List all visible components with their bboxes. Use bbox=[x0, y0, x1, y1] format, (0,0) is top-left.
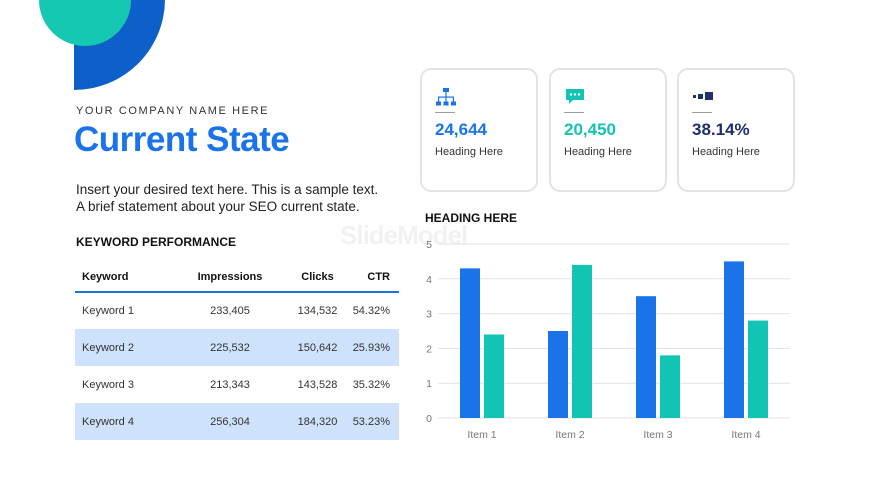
y-tick-label: 1 bbox=[426, 378, 432, 390]
table-cell: Keyword 2 bbox=[75, 329, 175, 366]
x-tick-label: Item 2 bbox=[555, 429, 584, 441]
bar bbox=[460, 268, 480, 418]
stat-value: 24,644 bbox=[435, 120, 487, 139]
y-tick-label: 0 bbox=[426, 413, 432, 425]
y-tick-label: 2 bbox=[426, 343, 432, 355]
table-cell: 54.32% bbox=[352, 305, 390, 317]
chat-bubble-icon bbox=[564, 87, 586, 107]
description-line: A brief statement about your SEO current… bbox=[76, 199, 360, 214]
table-row: Keyword 1 233,405 134,532 54.32% bbox=[75, 292, 399, 329]
bar bbox=[724, 261, 744, 418]
x-tick-label: Item 4 bbox=[731, 429, 760, 441]
bar bbox=[660, 355, 680, 418]
divider bbox=[692, 112, 712, 113]
y-tick-label: 5 bbox=[426, 239, 432, 251]
stat-card: 20,450 Heading Here bbox=[549, 68, 667, 192]
table-cell: 35.32% bbox=[352, 378, 390, 391]
table-cell: 233,405 bbox=[210, 305, 250, 317]
bar bbox=[748, 320, 768, 418]
table-row: Keyword 4 256,304 184,320 53.23% bbox=[75, 403, 399, 440]
table-header-row: Keyword Impressions Clicks CTR bbox=[75, 262, 399, 293]
table-cell: 184,320 bbox=[285, 403, 350, 440]
bar bbox=[636, 296, 656, 418]
stat-card: 38.14% Heading Here bbox=[677, 68, 795, 192]
description: Insert your desired text here. This is a… bbox=[76, 181, 416, 215]
stat-label: Heading Here bbox=[564, 146, 632, 158]
table-row: Keyword 3 213,343 143,528 35.32% bbox=[75, 366, 399, 403]
watermark: SlideModel bbox=[340, 220, 468, 250]
table-cell: Keyword 4 bbox=[75, 403, 175, 440]
chart-title: HEADING HERE bbox=[425, 211, 518, 225]
table-cell: Keyword 1 bbox=[82, 305, 134, 317]
table-row: Keyword 2 225,532 150,642 25.93% bbox=[75, 329, 399, 366]
column-header: Impressions bbox=[175, 262, 285, 293]
y-tick-label: 3 bbox=[426, 309, 432, 321]
stat-card: 24,644 Heading Here bbox=[420, 68, 538, 192]
divider bbox=[435, 112, 455, 113]
stat-value: 20,450 bbox=[564, 120, 616, 139]
column-header: Clicks bbox=[285, 262, 350, 293]
bar bbox=[572, 264, 592, 418]
table-cell: 143,528 bbox=[297, 378, 338, 391]
decorative-corner-shape bbox=[0, 0, 165, 90]
table-cell: 134,532 bbox=[297, 305, 338, 317]
table-cell: 53.23% bbox=[350, 403, 399, 440]
table-cell: 150,642 bbox=[285, 329, 350, 366]
table-cell: 213,343 bbox=[210, 378, 250, 391]
keyword-performance-title: KEYWORD PERFORMANCE bbox=[76, 235, 237, 249]
company-name: YOUR COMPANY NAME HERE bbox=[76, 105, 270, 117]
divider bbox=[564, 112, 584, 113]
description-line: Insert your desired text here. This is a… bbox=[76, 182, 379, 197]
column-header: CTR bbox=[350, 262, 399, 293]
stat-label: Heading Here bbox=[692, 146, 760, 158]
page-title: Current State bbox=[74, 120, 290, 159]
bar-chart: 0 1 2 3 4 5 Item 1 Item 2 Item 3 Item 4 bbox=[426, 239, 790, 441]
bar bbox=[548, 331, 568, 418]
stat-label: Heading Here bbox=[435, 146, 503, 158]
table-cell: Keyword 3 bbox=[82, 378, 134, 391]
x-tick-label: Item 3 bbox=[643, 429, 672, 441]
column-header: Keyword bbox=[75, 262, 175, 293]
table-cell: 256,304 bbox=[175, 403, 285, 440]
sitemap-icon bbox=[435, 87, 457, 107]
blocks-icon bbox=[692, 87, 714, 107]
keyword-table: Keyword Impressions Clicks CTR Keyword 1… bbox=[75, 262, 399, 440]
table-cell: 225,532 bbox=[175, 329, 285, 366]
bar bbox=[484, 334, 504, 418]
x-tick-label: Item 1 bbox=[467, 429, 496, 441]
table-cell: 25.93% bbox=[350, 329, 399, 366]
stat-value: 38.14% bbox=[692, 120, 750, 139]
y-tick-label: 4 bbox=[426, 274, 432, 286]
